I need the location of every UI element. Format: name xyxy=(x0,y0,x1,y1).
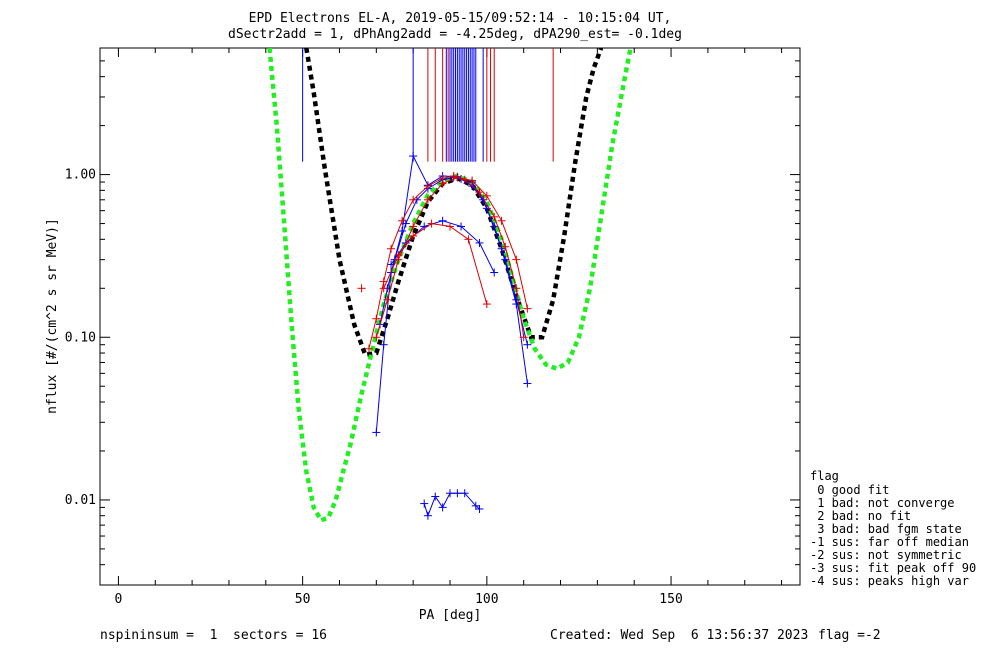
x-tick-label: 0 xyxy=(115,592,123,607)
y-axis-label: nflux [#/(cm^2 s sr MeV)] xyxy=(45,218,60,414)
legend-item: -3 sus: fit peak off 90 xyxy=(810,561,976,575)
legend-item: -2 sus: not symmetric xyxy=(810,548,962,562)
axis-ticks: 0 50 100 150 0.01 0.10 1.00 xyxy=(65,47,800,607)
x-axis-label: PA [deg] xyxy=(419,608,482,623)
series-line xyxy=(375,154,528,433)
series-line xyxy=(390,220,495,273)
footer-left: nspininsum = 1 sectors = 16 xyxy=(100,628,327,643)
footer-flag: flag =-2 xyxy=(818,628,881,643)
y-tick-label: 0.01 xyxy=(65,493,96,508)
title-line-2: dSectr2add = 1, dPhAng2add = -4.25deg, d… xyxy=(228,27,682,42)
series-line xyxy=(375,176,528,338)
legend-item: 2 bad: no fit xyxy=(810,509,911,523)
x-tick-label: 50 xyxy=(295,592,311,607)
legend-item: -4 sus: peaks high var xyxy=(810,574,969,588)
y-tick-label: 0.10 xyxy=(65,330,96,345)
legend-item: 0 good fit xyxy=(810,483,889,497)
y-tick-label: 1.00 xyxy=(65,168,96,183)
series-group xyxy=(267,48,633,524)
title-line-1: EPD Electrons EL-A, 2019-05-15/09:52:14 … xyxy=(249,11,672,26)
legend-title: flag xyxy=(810,469,839,483)
vertical-lines xyxy=(302,48,554,162)
x-tick-label: 100 xyxy=(475,592,498,607)
x-tick-label: 150 xyxy=(659,592,682,607)
legend-item: 1 bad: not converge xyxy=(810,496,955,510)
footer-created: Created: Wed Sep 6 13:56:37 2023 xyxy=(550,628,808,643)
legend-item: 3 bad: bad fgm state xyxy=(810,522,962,536)
fit-curve xyxy=(267,48,633,524)
legend-item: -1 sus: far off median xyxy=(810,535,969,549)
flag-legend: flag 0 good fit 1 bad: not converge 2 ba… xyxy=(810,469,976,588)
